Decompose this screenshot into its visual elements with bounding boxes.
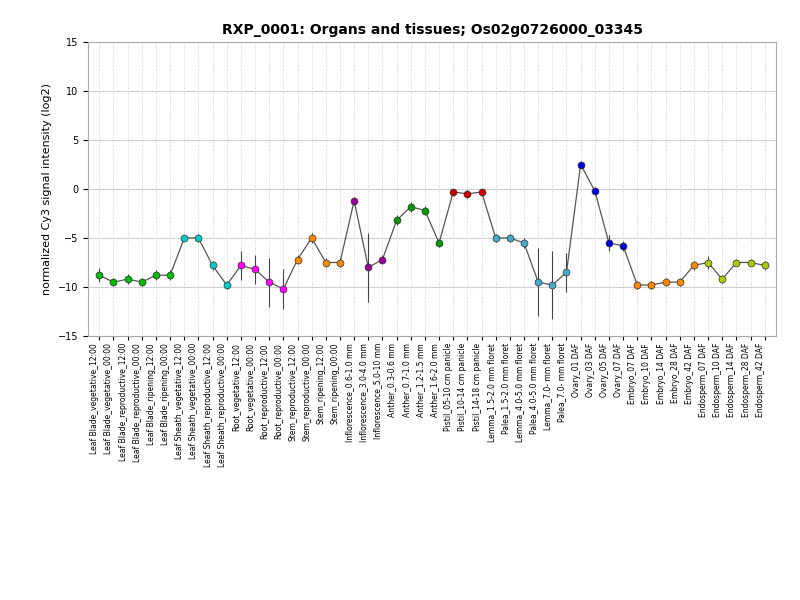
Y-axis label: normalized Cy3 signal intensity (log2): normalized Cy3 signal intensity (log2): [42, 83, 52, 295]
Title: RXP_0001: Organs and tissues; Os02g0726000_03345: RXP_0001: Organs and tissues; Os02g07260…: [222, 23, 642, 37]
